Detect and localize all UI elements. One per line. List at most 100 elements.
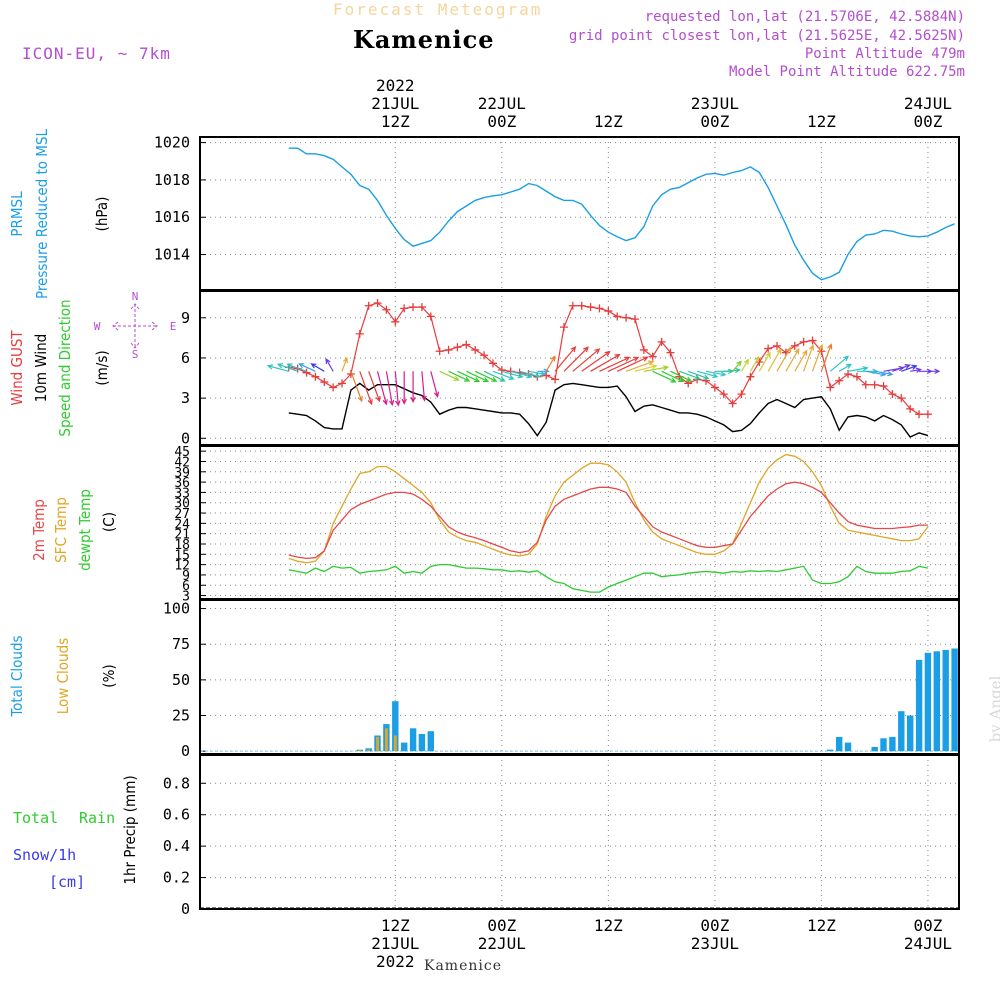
wind-gust-marker	[417, 303, 426, 312]
y-tick-label: 75	[172, 635, 190, 653]
total-cloud-bar	[889, 736, 896, 752]
label-ms: (m/s)	[93, 350, 111, 385]
total-cloud-bar	[907, 715, 914, 752]
wind-gust-marker	[852, 372, 861, 381]
wind-gust-marker	[382, 305, 391, 314]
wind-gust-marker	[737, 390, 746, 399]
gridpoint-coords: grid point closest lon,lat (21.5625E, 42…	[568, 28, 965, 44]
wind-direction-arrow	[376, 371, 388, 406]
compass-arrows	[112, 303, 158, 349]
wind-gust-marker	[719, 390, 728, 399]
time-label-bottom: 22JUL	[478, 934, 526, 953]
wind-direction-arrow	[811, 343, 824, 372]
low-cloud-bar	[367, 749, 371, 752]
y-tick-label: 36	[174, 476, 190, 491]
wind-gust-marker	[355, 329, 364, 338]
point-altitude: Point Altitude 479m	[804, 46, 965, 62]
label-percent: (%)	[100, 664, 118, 687]
time-label-top: 12Z	[594, 112, 623, 131]
wind-gust-marker	[613, 312, 622, 321]
total-cloud-bar	[401, 742, 408, 752]
wind-direction-arrow	[448, 370, 471, 382]
wind-direction-arrow	[421, 371, 427, 402]
y-tick-label: 1016	[154, 208, 190, 226]
wind-gust-marker	[320, 378, 329, 387]
y-tick-label: 6	[182, 579, 190, 594]
label-sfc-temp: SFC Temp	[52, 497, 70, 563]
time-label-top: 23JUL	[691, 94, 739, 113]
label-celsius: (C)	[100, 512, 118, 532]
total-cloud-bar	[915, 659, 923, 752]
label-rain: Rain	[79, 809, 115, 827]
wind-direction-arrow	[758, 351, 771, 372]
y-tick-label: 0	[181, 429, 190, 447]
wind-direction-arrow	[910, 367, 922, 373]
time-label-bottom: 12Z	[807, 916, 836, 935]
wind-gust-marker	[586, 303, 595, 312]
wind-direction-arrow	[298, 363, 316, 372]
wind-direction-arrow	[847, 366, 869, 372]
compass-w: W	[94, 320, 101, 333]
y-tick-label: 39	[174, 466, 190, 481]
total-cloud-bar	[844, 742, 852, 752]
wind-direction-arrow	[927, 368, 941, 375]
wind-direction-arrow	[528, 370, 547, 377]
requested-coords: requested lon,lat (21.5706E, 42.5884N)	[644, 9, 965, 25]
wind-direction-arrow	[634, 364, 658, 372]
sfc-temp-line	[288, 453, 929, 564]
y-tick-label: 100	[163, 600, 190, 618]
low-cloud-bar	[358, 749, 362, 752]
panel-frame	[199, 754, 960, 910]
model-label: ICON-EU, ~ 7km	[22, 44, 171, 63]
wind-gust-marker	[666, 348, 675, 357]
wind-gust-marker	[453, 343, 462, 352]
y-tick-label: 50	[172, 671, 190, 689]
label-hpa: (hPa)	[93, 197, 111, 232]
time-label-bottom: 00Z	[913, 916, 942, 935]
low-cloud-bar	[385, 728, 388, 752]
wind-direction-arrow	[767, 348, 782, 372]
wind-gust-marker	[329, 383, 338, 392]
compass-n: N	[132, 290, 139, 303]
total-cloud-bar	[871, 746, 878, 752]
wind-gust-marker	[915, 410, 924, 419]
wind-gust-marker	[657, 337, 666, 346]
wind-direction-arrow	[838, 363, 853, 372]
wind-speed-line	[288, 382, 929, 438]
time-label-top: 21JUL	[371, 94, 419, 113]
time-label-top: 12Z	[381, 112, 410, 131]
wind-direction-arrow	[341, 356, 348, 372]
label-2m-temp: 2m Temp	[30, 499, 48, 561]
dewpt-line	[288, 563, 929, 593]
wind-direction-arrow	[325, 357, 334, 372]
wind-gust-marker	[746, 372, 755, 381]
wind-direction-arrow	[466, 370, 490, 383]
wind-gust-marker	[835, 376, 844, 385]
time-label-top: 24JUL	[904, 94, 952, 113]
label-10m-wind: 10m Wind	[32, 334, 50, 403]
wind-gust-marker	[444, 345, 453, 354]
wind-gust-marker	[648, 352, 657, 361]
wind-direction-arrow	[829, 355, 850, 372]
time-label-bottom: 24JUL	[904, 934, 952, 953]
wind-gust-marker	[622, 313, 631, 322]
wind-direction-arrow	[749, 355, 760, 372]
wind-gust-marker	[551, 375, 560, 384]
wind-gust-marker	[568, 301, 577, 310]
time-label-top: 12Z	[807, 112, 836, 131]
y-tick-label: 18	[174, 538, 190, 553]
label-wind-gust: Wind GUST	[8, 330, 26, 406]
wind-gust-marker	[302, 368, 311, 377]
wind-gust-marker	[790, 341, 799, 350]
wind-gust-marker	[870, 380, 879, 389]
y-tick-label: 0.4	[163, 837, 190, 855]
total-cloud-bar	[933, 651, 940, 752]
total-cloud-bar	[836, 736, 843, 752]
wind-gust-marker	[373, 299, 382, 308]
y-tick-label: 9	[182, 569, 190, 584]
total-cloud-bar	[827, 749, 834, 752]
total-cloud-bar	[409, 728, 417, 752]
pressure-line	[288, 147, 955, 281]
wind-direction-arrow	[785, 347, 800, 372]
